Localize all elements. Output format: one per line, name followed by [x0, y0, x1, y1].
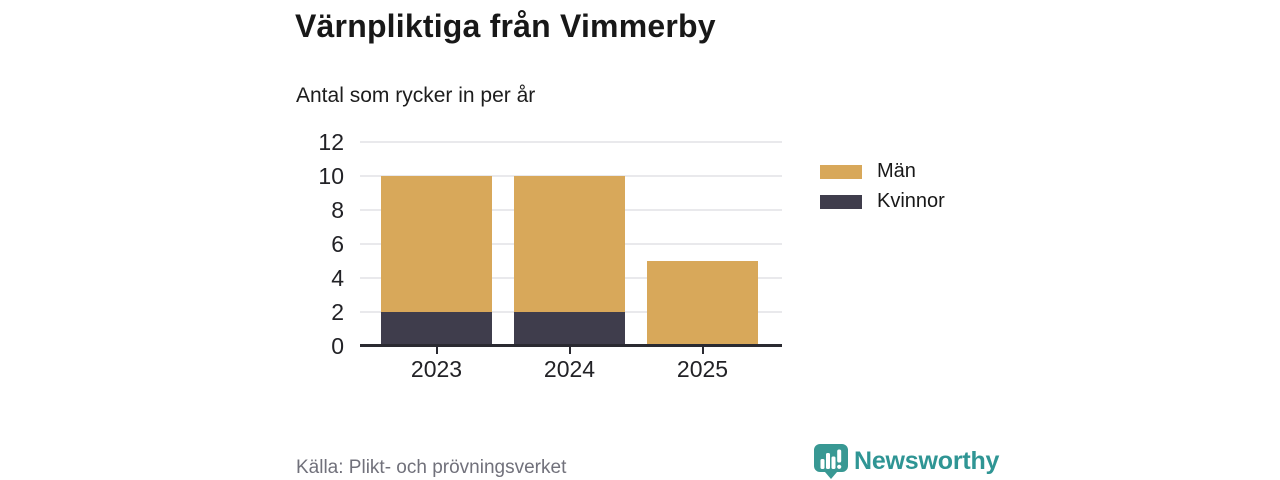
bar-segment-kvinnor-2023 — [381, 312, 492, 346]
newsworthy-speech-bubble-chart-icon — [814, 444, 848, 479]
newsworthy-logo: Newsworthy — [814, 444, 999, 479]
bar-segment-kvinnor-2024 — [514, 312, 625, 346]
bar-segment-män-2023 — [381, 176, 492, 312]
legend-swatch-women — [820, 194, 862, 209]
x-tick-label: 2025 — [676, 356, 729, 382]
y-tick-label: 0 — [331, 333, 344, 359]
chart-title: Värnpliktiga från Vimmerby — [295, 8, 716, 44]
legend-item-women: Kvinnor — [820, 190, 945, 213]
y-tick-label: 12 — [318, 129, 344, 155]
y-tick-label: 4 — [331, 265, 344, 291]
gridline — [360, 141, 782, 143]
x-tick-mark — [435, 346, 438, 354]
plot-area: 0 2 4 6 8 10 12 2023 2024 2025 — [318, 129, 782, 382]
x-tick-mark — [568, 346, 571, 354]
legend-item-men: Män — [820, 160, 945, 183]
legend-swatch-men — [820, 164, 862, 179]
legend-label-women: Kvinnor — [877, 190, 945, 212]
x-axis-line — [360, 344, 782, 347]
y-tick-label: 10 — [318, 163, 344, 189]
x-tick-label: 2023 — [410, 356, 463, 382]
legend: Män Kvinnor — [820, 160, 945, 213]
y-tick-label: 6 — [331, 231, 344, 257]
bar-segment-män-2025 — [647, 261, 758, 346]
y-tick-label: 2 — [331, 299, 344, 325]
bar-segment-män-2024 — [514, 176, 625, 312]
newsworthy-wordmark: Newsworthy — [854, 447, 1000, 475]
chart-subtitle: Antal som rycker in per år — [296, 84, 536, 107]
x-tick-mark — [701, 346, 704, 354]
x-tick-label: 2024 — [543, 356, 596, 382]
source-note: Källa: Plikt- och prövningsverket — [296, 457, 567, 478]
legend-label-men: Män — [877, 160, 916, 182]
y-tick-label: 8 — [331, 197, 344, 223]
